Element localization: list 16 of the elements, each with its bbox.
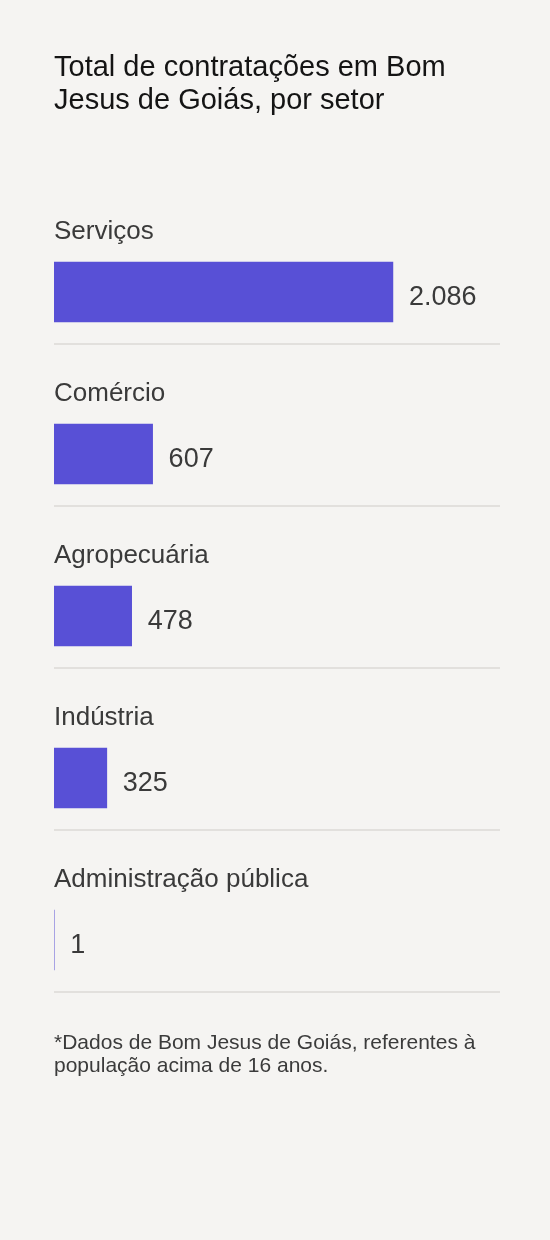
- y-tick-label: Agropecuária: [54, 539, 210, 569]
- data-label: 2.086: [408, 281, 477, 311]
- data-label: 607: [168, 443, 214, 473]
- y-tick-label: Indústria: [54, 701, 155, 731]
- bar: [54, 261, 394, 323]
- y-tick-label: Administração pública: [54, 863, 309, 893]
- bar: [54, 585, 132, 647]
- bar: [54, 747, 108, 809]
- text: *Dados de Bom Jesus de Goiás, referentes à população acima de 16 anos.: [54, 1030, 477, 1076]
- chart-title: Total de contratações em Bom Jesus de Goiás, por setor: [54, 50, 447, 116]
- bar: [54, 423, 153, 485]
- y-tick-label: Serviços: [54, 215, 154, 245]
- y-tick-label: Comércio: [54, 377, 166, 407]
- data-label: 478: [147, 605, 193, 635]
- data-label: 1: [70, 929, 86, 959]
- data-label: 325: [122, 767, 168, 797]
